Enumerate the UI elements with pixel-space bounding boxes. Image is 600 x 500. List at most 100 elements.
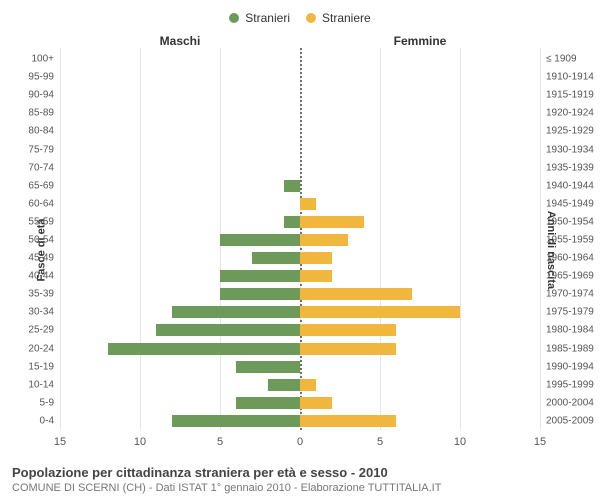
birth-year-label: 1995-1999 xyxy=(546,379,594,390)
gridline xyxy=(540,48,541,430)
age-row: 20-241985-1989 xyxy=(60,340,540,358)
age-row: 25-291980-1984 xyxy=(60,321,540,339)
age-row: 70-741935-1939 xyxy=(60,159,540,177)
age-label: 10-14 xyxy=(28,379,54,390)
age-label: 40-44 xyxy=(28,271,54,282)
age-label: 70-74 xyxy=(28,162,54,173)
bar-female xyxy=(300,343,396,355)
age-row: 90-941915-1919 xyxy=(60,86,540,104)
bar-male xyxy=(108,343,300,355)
age-label: 80-84 xyxy=(28,126,54,137)
age-row: 85-891920-1924 xyxy=(60,104,540,122)
age-label: 0-4 xyxy=(40,415,54,426)
age-row: 65-691940-1944 xyxy=(60,177,540,195)
legend-swatch-male xyxy=(229,13,239,23)
age-label: 100+ xyxy=(31,54,54,65)
age-label: 65-69 xyxy=(28,180,54,191)
x-tick-label: 15 xyxy=(54,436,66,448)
age-label: 30-34 xyxy=(28,307,54,318)
age-row: 0-42005-2009 xyxy=(60,412,540,430)
bar-female xyxy=(300,234,348,246)
birth-year-label: 1955-1959 xyxy=(546,235,594,246)
birth-year-label: 1940-1944 xyxy=(546,180,594,191)
age-row: 40-441965-1969 xyxy=(60,267,540,285)
birth-year-label: 1945-1949 xyxy=(546,198,594,209)
x-tick-label: 0 xyxy=(297,436,303,448)
birth-year-label: 1980-1984 xyxy=(546,325,594,336)
birth-year-label: 1970-1974 xyxy=(546,289,594,300)
birth-year-label: ≤ 1909 xyxy=(546,54,577,65)
bar-male xyxy=(220,288,300,300)
birth-year-label: 2000-2004 xyxy=(546,397,594,408)
birth-year-label: 1950-1954 xyxy=(546,216,594,227)
bar-male xyxy=(284,216,300,228)
legend: Stranieri Straniere xyxy=(0,0,600,30)
bar-female xyxy=(300,270,332,282)
bar-male xyxy=(172,306,300,318)
age-label: 75-79 xyxy=(28,144,54,155)
legend-item-female: Straniere xyxy=(306,11,371,25)
x-tick-label: 5 xyxy=(217,436,223,448)
bar-female xyxy=(300,415,396,427)
age-row: 100+≤ 1909 xyxy=(60,50,540,68)
chart-footer: Popolazione per cittadinanza straniera p… xyxy=(12,465,588,494)
age-row: 15-191990-1994 xyxy=(60,358,540,376)
age-label: 85-89 xyxy=(28,108,54,119)
age-row: 30-341975-1979 xyxy=(60,303,540,321)
birth-year-label: 1960-1964 xyxy=(546,253,594,264)
birth-year-label: 1975-1979 xyxy=(546,307,594,318)
bar-female xyxy=(300,397,332,409)
age-label: 55-59 xyxy=(28,216,54,227)
bar-female xyxy=(300,324,396,336)
bar-male xyxy=(236,361,300,373)
age-row: 35-391970-1974 xyxy=(60,285,540,303)
bar-female xyxy=(300,379,316,391)
x-tick-label: 5 xyxy=(377,436,383,448)
birth-year-label: 1915-1919 xyxy=(546,90,594,101)
birth-year-label: 1910-1914 xyxy=(546,72,594,83)
bar-male xyxy=(172,415,300,427)
chart-subtitle: COMUNE DI SCERNI (CH) - Dati ISTAT 1° ge… xyxy=(12,482,588,494)
age-row: 50-541955-1959 xyxy=(60,231,540,249)
bar-female xyxy=(300,306,460,318)
age-row: 80-841925-1929 xyxy=(60,122,540,140)
bar-female xyxy=(300,216,364,228)
age-label: 45-49 xyxy=(28,253,54,264)
bar-female xyxy=(300,198,316,210)
bar-male xyxy=(220,270,300,282)
age-label: 20-24 xyxy=(28,343,54,354)
bar-female xyxy=(300,288,412,300)
birth-year-label: 1920-1924 xyxy=(546,108,594,119)
x-tick-label: 10 xyxy=(134,436,146,448)
age-label: 60-64 xyxy=(28,198,54,209)
age-row: 45-491960-1964 xyxy=(60,249,540,267)
bar-male xyxy=(220,234,300,246)
bar-male xyxy=(284,180,300,192)
age-label: 35-39 xyxy=(28,289,54,300)
population-pyramid-chart: Stranieri Straniere Fasce di età Anni di… xyxy=(0,0,600,500)
age-row: 95-991910-1914 xyxy=(60,68,540,86)
bar-male xyxy=(236,397,300,409)
legend-label-male: Stranieri xyxy=(245,11,290,25)
right-side-title: Femmine xyxy=(394,34,447,48)
age-row: 60-641945-1949 xyxy=(60,195,540,213)
bar-male xyxy=(252,252,300,264)
birth-year-label: 2005-2009 xyxy=(546,415,594,426)
chart-title: Popolazione per cittadinanza straniera p… xyxy=(12,465,588,480)
bar-male xyxy=(268,379,300,391)
age-row: 75-791930-1934 xyxy=(60,141,540,159)
age-row: 10-141995-1999 xyxy=(60,376,540,394)
legend-label-female: Straniere xyxy=(322,11,371,25)
age-label: 50-54 xyxy=(28,235,54,246)
left-side-title: Maschi xyxy=(160,34,201,48)
bar-female xyxy=(300,252,332,264)
x-tick-label: 15 xyxy=(534,436,546,448)
birth-year-label: 1965-1969 xyxy=(546,271,594,282)
age-row: 55-591950-1954 xyxy=(60,213,540,231)
birth-year-label: 1985-1989 xyxy=(546,343,594,354)
plot-area: Maschi Femmine 15105051015100+≤ 190995-9… xyxy=(60,30,540,450)
birth-year-label: 1930-1934 xyxy=(546,144,594,155)
age-label: 95-99 xyxy=(28,72,54,83)
x-tick-label: 10 xyxy=(454,436,466,448)
age-label: 90-94 xyxy=(28,90,54,101)
